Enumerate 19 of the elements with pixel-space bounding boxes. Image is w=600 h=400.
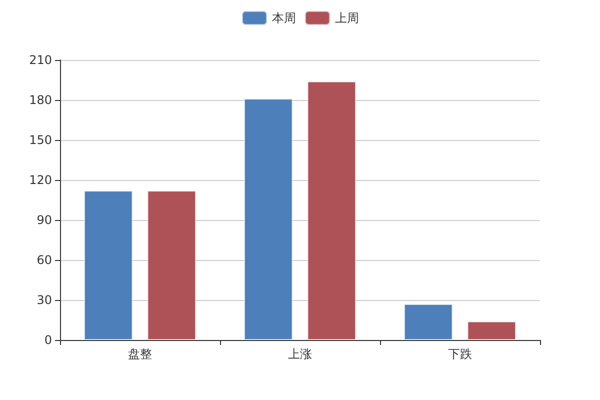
x-tick-label: 下跌 xyxy=(448,347,472,361)
x-tick-label: 盘整 xyxy=(128,347,152,361)
bar xyxy=(467,321,516,340)
y-tick-label: 60 xyxy=(36,253,52,267)
legend-label: 本周 xyxy=(272,11,296,25)
bar xyxy=(307,81,356,340)
y-tick-label: 30 xyxy=(36,293,52,307)
y-tick-label: 120 xyxy=(29,173,52,187)
bar xyxy=(147,190,196,340)
y-tick-label: 90 xyxy=(36,213,52,227)
y-tick-label: 180 xyxy=(29,93,52,107)
bar xyxy=(244,98,293,340)
bar xyxy=(84,190,133,340)
x-tick-label: 上涨 xyxy=(288,347,312,361)
y-tick-label: 150 xyxy=(29,133,52,147)
y-tick-label: 0 xyxy=(44,333,52,347)
bar xyxy=(404,304,453,340)
y-tick-label: 210 xyxy=(29,53,52,67)
legend-label: 上周 xyxy=(335,11,359,25)
